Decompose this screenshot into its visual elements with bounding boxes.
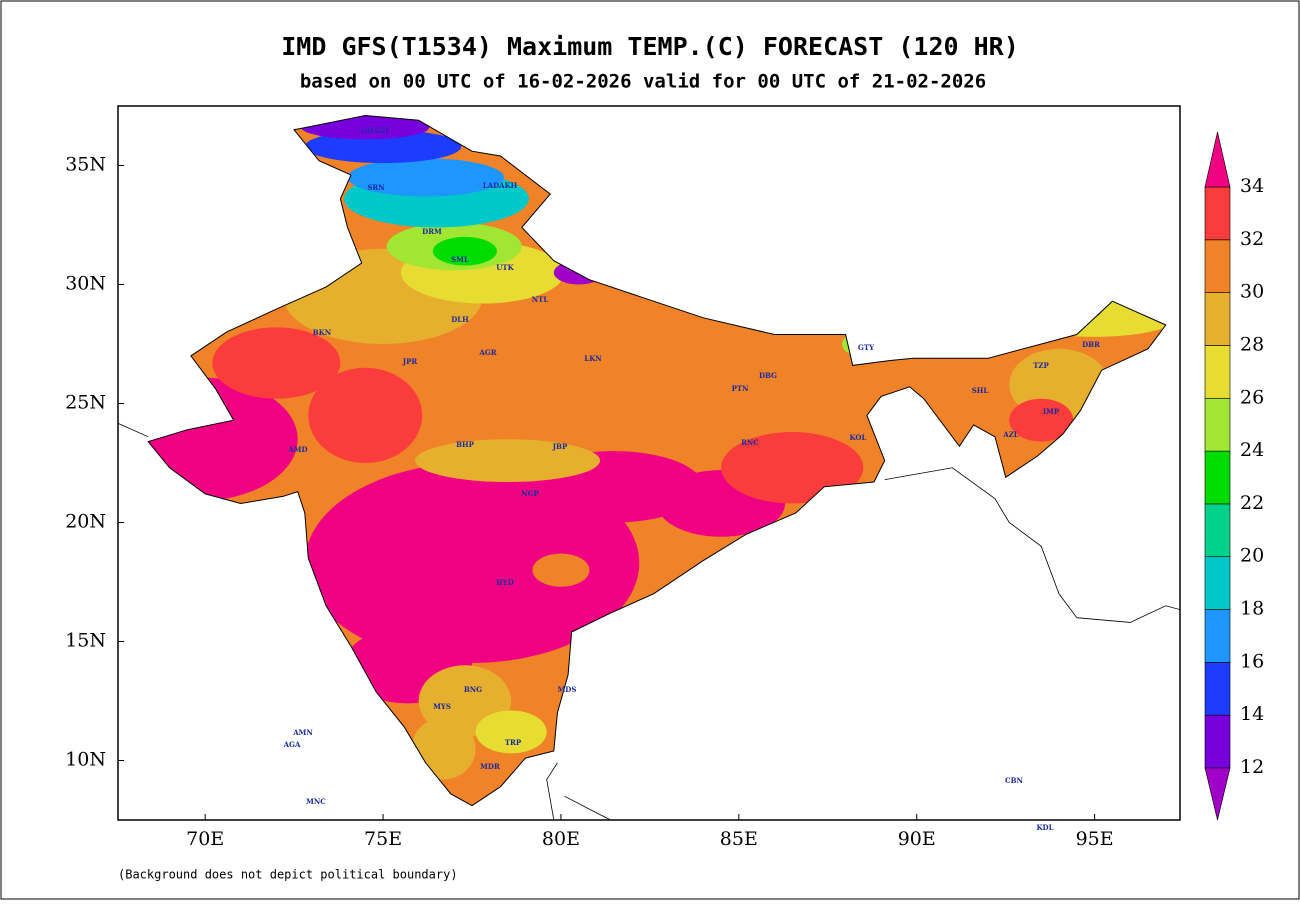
colorbar-band — [1204, 714, 1231, 769]
colorbar-band — [1204, 609, 1231, 663]
station-label: TRP — [505, 738, 522, 747]
coastline — [564, 795, 611, 820]
boundaries — [147, 114, 1167, 807]
station-label: SHL — [972, 386, 989, 395]
y-tick-label: 35N — [65, 154, 106, 176]
colorbar-label: 20 — [1240, 545, 1264, 567]
colorbar-label: 30 — [1240, 281, 1264, 303]
station-label: BHP — [456, 440, 475, 449]
x-tick-label: 90E — [898, 828, 936, 850]
station-label: IMP — [1043, 407, 1060, 416]
station-label: AZL — [1002, 430, 1019, 439]
y-tick-label: 25N — [65, 392, 106, 414]
field-region — [432, 236, 497, 266]
station-label: MYS — [433, 702, 451, 711]
station-label: BKN — [313, 328, 332, 337]
colorbar-band — [1204, 397, 1231, 452]
station-label: SML — [451, 255, 469, 264]
colorbar-band — [1204, 239, 1231, 293]
field-region — [347, 158, 505, 197]
station-label: MNC — [306, 797, 326, 806]
station-label: KOL — [850, 433, 867, 442]
station-label: GILGIT — [361, 126, 390, 135]
colorbar-label: 18 — [1240, 598, 1264, 620]
station-label: AGA — [283, 740, 301, 749]
station-label: PTN — [732, 384, 749, 393]
field-region — [415, 439, 601, 483]
station-label: AGR — [478, 348, 496, 357]
station-label: JPR — [402, 357, 418, 366]
station-label: KDL — [1036, 823, 1053, 832]
station-label: BNG — [464, 685, 482, 694]
station-label: DRM — [422, 227, 442, 236]
station-label: HYD — [496, 578, 514, 587]
y-tick-label: 20N — [65, 511, 106, 533]
colorbar-label: 26 — [1240, 386, 1264, 408]
field-region — [475, 710, 547, 754]
x-tick-label: 95E — [1076, 828, 1114, 850]
coastline — [546, 762, 558, 820]
colorbar-band — [1204, 503, 1231, 558]
colorbar-label: 32 — [1240, 228, 1264, 250]
colorbar-label: 16 — [1240, 650, 1264, 672]
colorbar-band — [1204, 345, 1231, 399]
station-label: CBN — [1005, 776, 1023, 785]
station-label: NGP — [521, 489, 539, 498]
x-tick-label: 80E — [542, 828, 580, 850]
title: IMD GFS(T1534) Maximum TEMP.(C) FORECAST… — [281, 32, 1019, 61]
coastline — [884, 467, 1180, 623]
x-tick-label: 85E — [720, 828, 758, 850]
temperature-field — [148, 115, 1166, 806]
colorbar-label: 12 — [1240, 756, 1264, 778]
field-region — [532, 553, 590, 587]
station-label: UTK — [496, 263, 514, 272]
station-label: LADAKH — [483, 181, 518, 190]
colorbar-band — [1204, 450, 1231, 505]
coastlines — [118, 422, 1180, 820]
colorbar-band — [1204, 556, 1231, 610]
coastline — [118, 422, 149, 438]
station-label: MDR — [480, 762, 500, 771]
field-region — [212, 327, 341, 399]
station-label: JBP — [552, 442, 568, 451]
y-tick-label: 30N — [65, 273, 106, 295]
station-label: MDS — [558, 685, 577, 694]
colorbar-band — [1204, 662, 1231, 716]
colorbar-label: 28 — [1240, 333, 1264, 355]
station-label: TZP — [1033, 361, 1049, 370]
station-label: NTL — [532, 295, 549, 304]
colorbar-label: 24 — [1240, 439, 1264, 461]
colorbar-label: 22 — [1240, 492, 1264, 514]
station-label: AMN — [292, 728, 313, 737]
field-region — [721, 432, 864, 504]
station-label: DBR — [1082, 340, 1100, 349]
colorbar-band — [1204, 186, 1231, 241]
station-label: SRN — [367, 183, 385, 192]
map-frame — [117, 105, 1181, 821]
station-label: DBG — [759, 371, 777, 380]
station-label: RNC — [741, 438, 759, 447]
y-tick-label: 15N — [65, 630, 106, 652]
station-label: LKN — [584, 354, 602, 363]
y-tick-label: 10N — [65, 749, 106, 771]
colorbar-label: 34 — [1240, 175, 1264, 197]
x-tick-label: 75E — [364, 828, 402, 850]
station-label: DLH — [451, 315, 469, 324]
field-region — [1009, 398, 1074, 442]
colorbar-low — [1204, 767, 1231, 821]
colorbar-label: 14 — [1240, 703, 1264, 725]
station-label: GTY — [858, 343, 875, 352]
footnote: (Background does not depict political bo… — [118, 868, 458, 882]
colorbar-high — [1204, 131, 1231, 188]
x-tick-label: 70E — [186, 828, 224, 850]
subtitle: based on 00 UTC of 16-02-2026 valid for … — [300, 71, 986, 93]
station-label: AMD — [287, 445, 307, 454]
india-outline — [147, 114, 1167, 807]
field-region — [308, 367, 423, 463]
colorbar-band — [1204, 292, 1231, 346]
field-region — [411, 717, 476, 780]
